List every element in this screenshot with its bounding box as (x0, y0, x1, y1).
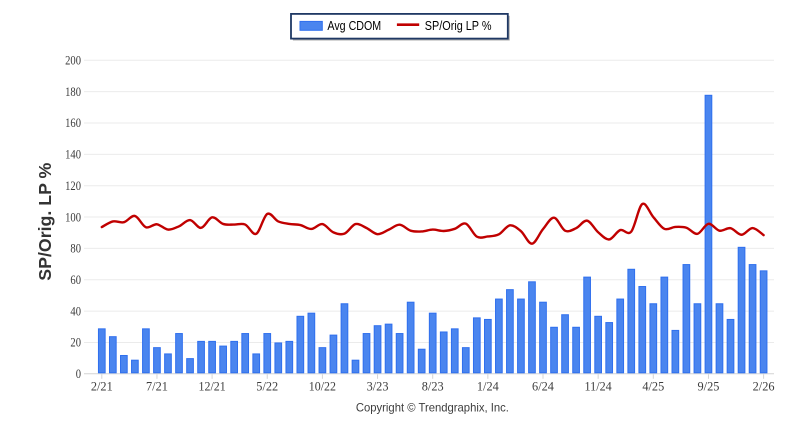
svg-text:12/21: 12/21 (199, 380, 226, 394)
svg-text:8/23: 8/23 (422, 380, 444, 394)
svg-text:Copyright © Trendgraphix, Inc.: Copyright © Trendgraphix, Inc. (356, 400, 509, 414)
svg-text:140: 140 (65, 148, 81, 162)
svg-text:SP/Orig. LP %: SP/Orig. LP % (35, 162, 55, 280)
svg-text:2/26: 2/26 (753, 380, 775, 394)
svg-text:10/22: 10/22 (309, 380, 336, 394)
svg-text:7/21: 7/21 (146, 380, 168, 394)
svg-text:1/24: 1/24 (477, 380, 499, 394)
svg-text:40: 40 (70, 304, 81, 318)
svg-text:160: 160 (65, 116, 81, 130)
svg-text:100: 100 (65, 210, 81, 224)
svg-text:4/25: 4/25 (642, 380, 664, 394)
svg-text:SP/Orig LP %: SP/Orig LP % (425, 18, 492, 33)
svg-text:200: 200 (65, 54, 81, 68)
svg-text:80: 80 (70, 242, 81, 256)
svg-text:180: 180 (65, 85, 81, 99)
svg-text:3/23: 3/23 (367, 380, 389, 394)
svg-text:120: 120 (65, 179, 81, 193)
svg-text:2/21: 2/21 (91, 380, 113, 394)
svg-text:60: 60 (70, 273, 81, 287)
svg-text:0: 0 (76, 367, 81, 381)
svg-text:11/24: 11/24 (585, 380, 613, 394)
svg-text:9/25: 9/25 (698, 380, 720, 394)
svg-text:Avg CDOM: Avg CDOM (327, 18, 381, 33)
svg-text:6/24: 6/24 (532, 380, 554, 394)
svg-text:20: 20 (70, 336, 81, 350)
svg-text:5/22: 5/22 (256, 380, 278, 394)
